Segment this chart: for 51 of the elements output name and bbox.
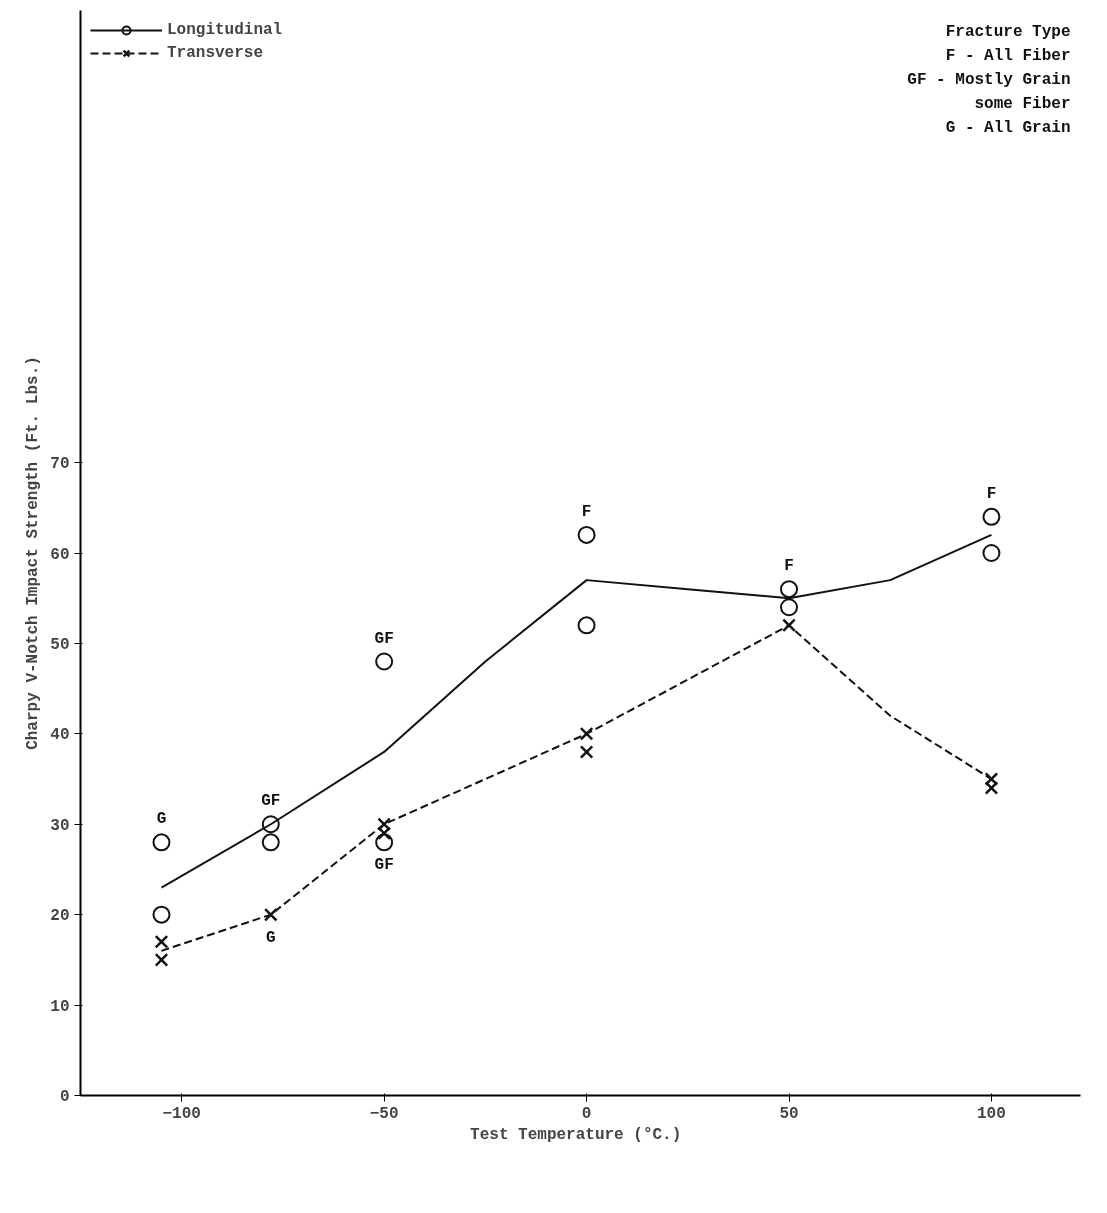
annotation: GF bbox=[374, 629, 394, 648]
point bbox=[375, 652, 394, 671]
point bbox=[579, 726, 594, 741]
point bbox=[984, 781, 999, 795]
y-tick-label: 70 bbox=[50, 455, 70, 474]
annotation: some Fiber bbox=[974, 94, 1071, 113]
y-tick-label: 50 bbox=[50, 635, 70, 654]
annotation: F bbox=[784, 557, 794, 576]
annotation: GF bbox=[261, 792, 281, 811]
legend-label: Longitudinal bbox=[167, 21, 283, 39]
annotation: Fracture Type bbox=[945, 22, 1071, 41]
x-tick-label: 50 bbox=[779, 1104, 799, 1123]
point bbox=[577, 616, 596, 635]
annotation: G - All Grain bbox=[945, 118, 1071, 137]
x-tick-label: −100 bbox=[162, 1104, 201, 1123]
point bbox=[982, 544, 1001, 562]
point bbox=[261, 833, 280, 852]
annotation: F - All Fiber bbox=[945, 46, 1071, 65]
point bbox=[261, 815, 280, 834]
point bbox=[152, 905, 171, 924]
point bbox=[780, 598, 798, 617]
annotation: F bbox=[581, 502, 592, 521]
y-tick-label: 10 bbox=[50, 997, 70, 1016]
point bbox=[982, 507, 1001, 526]
point bbox=[375, 833, 394, 852]
annotation: GF - Mostly Grain bbox=[907, 70, 1071, 89]
point bbox=[377, 817, 392, 832]
annotation: GF bbox=[374, 856, 394, 875]
annotation: G bbox=[265, 928, 276, 947]
point bbox=[154, 934, 169, 949]
y-tick-label: 30 bbox=[50, 816, 70, 835]
x-tick-label: 0 bbox=[581, 1104, 592, 1123]
annotation: G bbox=[156, 810, 167, 829]
point bbox=[263, 907, 278, 922]
x-axis-title: Test Temperature (°C.) bbox=[470, 1125, 682, 1144]
point bbox=[579, 745, 594, 759]
y-tick-label: 40 bbox=[50, 726, 70, 745]
x-tick-label: −50 bbox=[369, 1104, 399, 1123]
point bbox=[152, 833, 171, 852]
point bbox=[782, 618, 796, 633]
legend-label: Transverse bbox=[167, 44, 264, 62]
y-tick-label: 60 bbox=[50, 545, 70, 564]
point bbox=[577, 525, 596, 544]
y-axis-title: Charpy V-Notch Impact Strength (Ft. Lbs.) bbox=[24, 356, 43, 750]
point bbox=[984, 772, 999, 786]
annotation: F bbox=[986, 484, 997, 503]
point bbox=[780, 580, 798, 599]
x-tick-label: 100 bbox=[977, 1104, 1006, 1123]
y-tick-label: 20 bbox=[50, 907, 70, 926]
point bbox=[154, 952, 169, 967]
y-tick-label: 0 bbox=[59, 1088, 70, 1106]
